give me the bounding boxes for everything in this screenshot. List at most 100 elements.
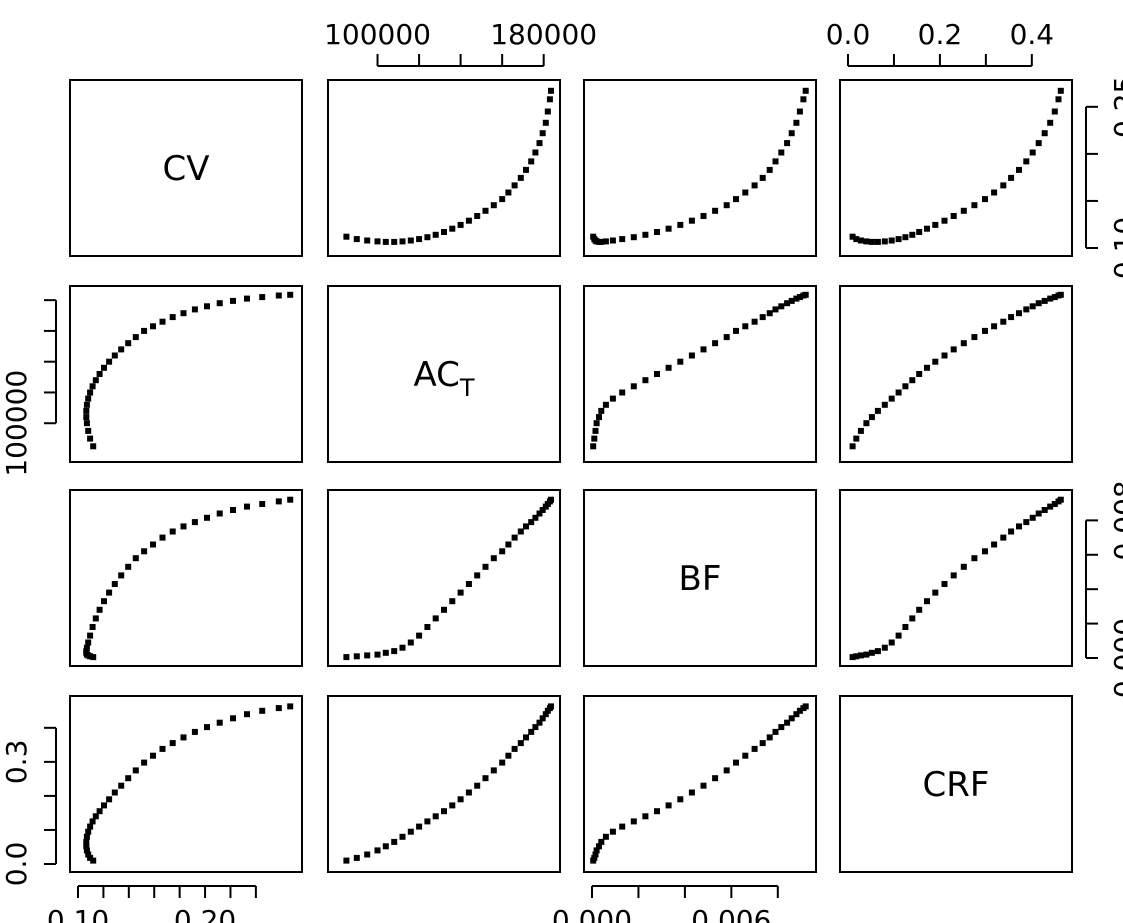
point-ACT-vs-BF-13: [677, 358, 684, 365]
point-BF-vs-CV-29: [275, 498, 282, 505]
point-BF-vs-ACT-20: [511, 534, 518, 541]
point-CRF-vs-CV-20: [159, 745, 166, 752]
point-CRF-vs-CV-30: [287, 703, 294, 710]
point-CV-vs-CRF-0: [849, 233, 856, 240]
point-CV-vs-ACT-13: [457, 221, 464, 228]
point-CV-vs-CRF-23: [1023, 158, 1030, 165]
point-CRF-vs-ACT-4: [382, 843, 389, 850]
point-ACT-vs-CRF-21: [1008, 314, 1015, 321]
variable-label-CV: CV: [163, 149, 210, 189]
point-ACT-vs-BF-5: [598, 407, 605, 414]
point-CV-vs-CRF-9: [902, 234, 909, 241]
panel-CV-vs-CV: CV: [69, 79, 303, 257]
point-CV-vs-BF-14: [688, 217, 695, 224]
point-ACT-vs-CRF-4: [868, 414, 875, 421]
panel-ACT-vs-BF: [583, 285, 817, 463]
point-BF-vs-CRF-11: [916, 606, 923, 613]
point-CV-vs-CRF-24: [1029, 149, 1036, 156]
point-ACT-vs-CV-14: [111, 352, 118, 359]
point-ACT-vs-CV-25: [216, 300, 223, 307]
point-CRF-vs-BF-13: [677, 796, 684, 803]
point-CV-vs-CRF-5: [874, 238, 881, 245]
point-CV-vs-ACT-10: [432, 231, 439, 238]
point-BF-vs-CRF-7: [888, 639, 895, 646]
point-CV-vs-BF-6: [602, 238, 609, 245]
tick-label: 0.10: [47, 904, 109, 923]
point-CRF-vs-ACT-7: [407, 828, 414, 835]
point-ACT-vs-BF-30: [802, 291, 809, 298]
panel-frame: [583, 695, 817, 873]
point-CRF-vs-BF-8: [619, 823, 626, 830]
point-CRF-vs-BF-4: [596, 843, 602, 850]
panel-CV-vs-BF: [583, 79, 817, 257]
point-CV-vs-ACT-6: [399, 238, 406, 245]
point-BF-vs-CV-28: [259, 501, 266, 507]
point-CV-vs-BF-27: [793, 119, 800, 126]
point-BF-vs-ACT-13: [457, 589, 464, 596]
point-CRF-vs-ACT-25: [536, 719, 543, 726]
point-CRF-vs-BF-28: [796, 707, 803, 714]
point-CV-vs-CRF-17: [971, 202, 978, 209]
point-CRF-vs-BF-16: [712, 775, 719, 782]
point-ACT-vs-CRF-27: [1047, 295, 1054, 302]
point-ACT-vs-CV-10: [92, 377, 99, 384]
point-BF-vs-CV-21: [169, 528, 176, 535]
point-ACT-vs-CV-15: [118, 346, 125, 353]
point-CRF-vs-ACT-24: [532, 724, 539, 731]
point-ACT-vs-CV-29: [275, 292, 282, 299]
point-BF-vs-ACT-5: [391, 648, 398, 655]
point-CV-vs-ACT-27: [542, 119, 549, 126]
point-CRF-vs-BF-23: [772, 728, 779, 735]
panel-frame: [839, 285, 1073, 463]
panel-frame: [69, 695, 303, 873]
variable-label-ACT: ACT: [413, 355, 474, 402]
point-BF-vs-CRF-13: [932, 589, 939, 596]
tick-label: 0.000: [552, 904, 632, 923]
point-ACT-vs-CV-21: [169, 314, 176, 321]
point-BF-vs-CV-8: [87, 632, 94, 639]
point-CV-vs-BF-29: [800, 96, 807, 103]
point-CV-vs-CRF-4: [868, 238, 875, 245]
point-ACT-vs-BF-19: [742, 323, 749, 330]
point-ACT-vs-CRF-7: [888, 395, 895, 402]
panel-BF-vs-CV: [69, 489, 303, 667]
point-BF-vs-ACT-26: [539, 507, 546, 513]
point-ACT-vs-CV-6: [83, 401, 90, 408]
point-CV-vs-BF-16: [712, 207, 719, 214]
point-CRF-vs-CV-9: [89, 818, 96, 825]
point-CRF-vs-BF-25: [784, 719, 791, 726]
point-CRF-vs-BF-10: [642, 813, 649, 820]
point-CV-vs-CRF-14: [941, 217, 948, 224]
axis-ACT-top: 100000 180000: [324, 18, 597, 67]
tick-label: 0.3: [0, 740, 33, 785]
point-CV-vs-ACT-11: [441, 229, 447, 235]
panel-layer: CV ACT BF CRF: [69, 79, 1073, 873]
point-CV-vs-BF-17: [723, 202, 730, 209]
point-BF-vs-ACT-11: [441, 606, 447, 613]
point-BF-vs-CRF-10: [909, 615, 916, 622]
point-ACT-vs-BF-17: [723, 334, 730, 341]
point-BF-vs-CRF-14: [941, 581, 948, 587]
point-CRF-vs-BF-1: [591, 854, 598, 861]
axis-CV-bottom: 0.10 0.20: [47, 885, 257, 923]
point-BF-vs-ACT-17: [490, 555, 497, 562]
point-BF-vs-CV-7: [85, 639, 92, 646]
point-ACT-vs-CRF-15: [950, 346, 957, 353]
point-CV-vs-BF-28: [796, 108, 803, 115]
point-BF-vs-CV-27: [244, 503, 250, 510]
point-CV-vs-BF-20: [751, 182, 758, 189]
point-CRF-vs-CV-13: [106, 796, 113, 803]
point-BF-vs-CV-0: [90, 654, 97, 661]
point-ACT-vs-BF-25: [784, 300, 791, 307]
point-ACT-vs-CRF-13: [932, 358, 939, 365]
axis-layer: 100000 180000 0.0 0.2 0.4 0.10 0.20 0.000 0.006 1…: [0, 18, 1123, 923]
point-CRF-vs-BF-9: [630, 818, 637, 825]
point-ACT-vs-BF-8: [619, 389, 626, 396]
point-CV-vs-ACT-19: [505, 189, 512, 196]
point-BF-vs-ACT-24: [532, 514, 539, 521]
point-ACT-vs-CV-1: [87, 435, 94, 442]
point-CV-vs-BF-11: [654, 229, 660, 235]
point-CV-vs-CRF-15: [950, 213, 957, 219]
point-BF-vs-ACT-8: [416, 632, 423, 639]
point-ACT-vs-BF-4: [596, 414, 602, 421]
